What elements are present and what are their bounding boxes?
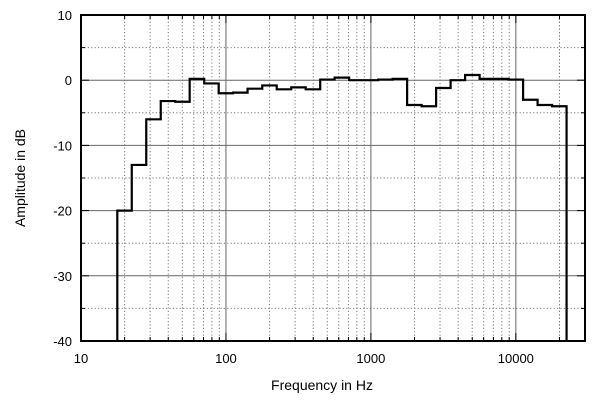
y-tick-label: -40 xyxy=(53,334,72,349)
y-tick-labels: 10 0 -10 -20 -30 -40 xyxy=(53,8,72,349)
major-gridlines xyxy=(81,15,585,341)
x-tick-label: 10 xyxy=(74,351,88,366)
response-step-line xyxy=(116,73,568,341)
x-tick-label: 100 xyxy=(215,351,237,366)
x-tick-label: 10000 xyxy=(498,351,534,366)
minor-gridlines xyxy=(81,15,585,341)
x-tick-label: 1000 xyxy=(356,351,385,366)
x-tick-labels: 10 100 1000 10000 xyxy=(74,351,534,366)
y-tick-label: 0 xyxy=(65,73,72,88)
y-tick-label: -10 xyxy=(53,138,72,153)
y-tick-label: -20 xyxy=(53,204,72,219)
plot-frame xyxy=(80,14,586,342)
y-tick-label: -30 xyxy=(53,269,72,284)
y-tick-label: 10 xyxy=(58,8,72,23)
y-axis-label: Amplitude in dB xyxy=(12,129,28,227)
x-axis-label: Frequency in Hz xyxy=(271,377,373,393)
